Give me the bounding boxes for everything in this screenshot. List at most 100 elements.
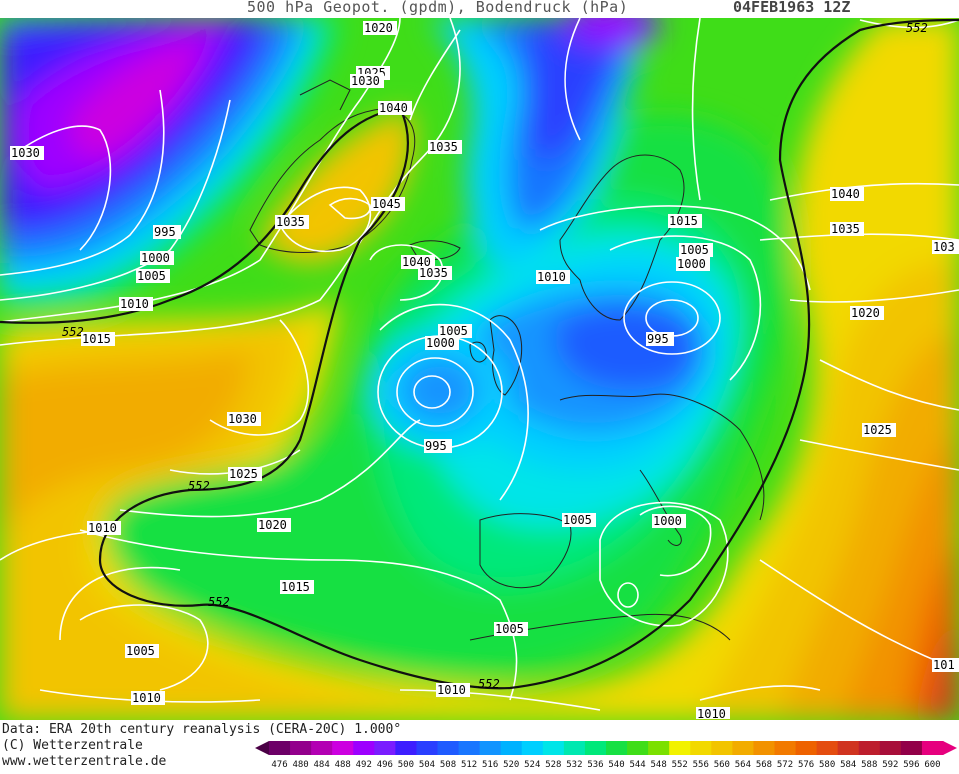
svg-text:1010: 1010 [88, 521, 117, 535]
isobar-label: 1005 [125, 644, 159, 658]
svg-text:1000: 1000 [426, 336, 455, 350]
isobar-label: 1040 [401, 255, 435, 269]
isobar-label: 1005 [494, 622, 528, 636]
scale-tick-label: 536 [587, 760, 603, 770]
svg-text:1020: 1020 [851, 306, 880, 320]
svg-text:1005: 1005 [563, 513, 592, 527]
svg-text:1015: 1015 [82, 332, 111, 346]
isobar-label: 1040 [378, 101, 412, 115]
scale-tick-label: 556 [693, 760, 709, 770]
scale-tick-label: 576 [798, 760, 814, 770]
isobar-label: 995 [424, 439, 452, 453]
svg-text:1030: 1030 [228, 412, 257, 426]
isobar-label: 1005 [136, 269, 170, 283]
scale-swatch [816, 741, 839, 755]
svg-text:995: 995 [154, 225, 176, 239]
website-url: www.wetterzentrale.de [2, 754, 167, 769]
isobar-label: 1010 [536, 270, 570, 284]
isobar-label: 1000 [676, 257, 710, 271]
contour-552 [0, 18, 959, 690]
scale-tick-label: 600 [924, 760, 940, 770]
color-scale-legend: 476 480 484 488 492 496 500 504 508 512 516 520 524 5… [255, 740, 959, 770]
contour-552-label: 552 [208, 595, 230, 609]
isobar-label: 1005 [438, 324, 472, 338]
scale-swatch [269, 741, 291, 755]
svg-text:1005: 1005 [680, 243, 709, 257]
scale-tick-label: 560 [714, 760, 730, 770]
isobar-label: 1030 [227, 412, 261, 426]
scale-arrow-left [255, 741, 269, 755]
svg-text:1040: 1040 [831, 187, 860, 201]
contour-552-label: 552 [906, 21, 928, 35]
scale-tick-label: 596 [903, 760, 919, 770]
geopotential-field [0, 18, 959, 720]
svg-text:1025: 1025 [229, 467, 258, 481]
isobar-label: 1035 [428, 140, 462, 154]
isobar-label: 1040 [830, 187, 864, 201]
isobar-label: 1035 [418, 266, 452, 280]
scale-tick-label: 572 [777, 760, 793, 770]
scale-tick-label: 548 [651, 760, 667, 770]
svg-text:1000: 1000 [653, 514, 682, 528]
scale-swatch [669, 741, 691, 755]
isobar-label: 1025 [862, 423, 896, 437]
scale-tick-label: 544 [629, 760, 645, 770]
isobar-label: 1010 [87, 521, 121, 535]
isobar-label: 995 [153, 225, 181, 239]
svg-text:1035: 1035 [419, 266, 448, 280]
isobar-label: 1035 [275, 215, 309, 229]
data-source: Data: ERA 20th century reanalysis (CERA-… [2, 722, 402, 737]
svg-text:1045: 1045 [372, 197, 401, 211]
svg-text:1010: 1010 [120, 297, 149, 311]
svg-text:1010: 1010 [697, 707, 726, 720]
svg-text:1005: 1005 [439, 324, 468, 338]
svg-text:1010: 1010 [437, 683, 466, 697]
isobar-label: 1010 [131, 691, 165, 705]
contour-552-label: 552 [478, 677, 500, 691]
isobar-label: 1015 [668, 214, 702, 228]
scale-swatch [395, 741, 417, 755]
scale-swatch [606, 741, 628, 755]
scale-tick-label: 508 [440, 760, 456, 770]
scale-tick-label: 488 [335, 760, 351, 770]
svg-text:103: 103 [933, 240, 955, 254]
scale-swatch [753, 741, 775, 755]
scale-tick-label: 580 [819, 760, 835, 770]
scale-tick-label: 532 [566, 760, 582, 770]
isobar-label: 1015 [81, 332, 115, 346]
svg-text:1020: 1020 [258, 518, 287, 532]
weather-map: 552 552 552 552 552 1020 1025 1030 1040 … [0, 18, 959, 720]
isobar-label: 1010 [696, 707, 730, 720]
scale-swatch [479, 741, 502, 755]
scale-tick-label: 516 [482, 760, 498, 770]
scale-swatch [437, 741, 460, 755]
map-title: 500 hPa Geopot. (gpdm), Bodendruck (hPa) [247, 0, 629, 16]
svg-text:1040: 1040 [379, 101, 408, 115]
svg-text:1040: 1040 [402, 255, 431, 269]
svg-text:1000: 1000 [141, 251, 170, 265]
scale-swatch [458, 741, 481, 755]
svg-text:1030: 1030 [11, 146, 40, 160]
scale-tick-label: 592 [882, 760, 898, 770]
svg-text:1030: 1030 [351, 74, 380, 88]
scale-tick-label: 524 [524, 760, 540, 770]
scale-swatch [921, 741, 944, 755]
scale-tick-label: 528 [545, 760, 561, 770]
scale-tick-label: 540 [608, 760, 624, 770]
scale-tick-label: 480 [292, 760, 308, 770]
scale-tick-label: 520 [503, 760, 519, 770]
isobar-label: 1045 [371, 197, 405, 211]
contour-552-labels: 552 552 552 552 552 [62, 21, 928, 691]
scale-swatch [690, 741, 712, 755]
scale-swatch [332, 741, 354, 755]
map-date: 04FEB1963 12Z [733, 0, 851, 16]
scale-tick-label: 568 [756, 760, 772, 770]
scale-swatch [521, 741, 544, 755]
scale-swatch [627, 741, 649, 755]
scale-tick-label: 476 [271, 760, 287, 770]
scale-tick-label: 504 [419, 760, 435, 770]
svg-text:1020: 1020 [364, 21, 393, 35]
contour-552-label: 552 [188, 479, 210, 493]
scale-swatch [311, 741, 333, 755]
svg-text:995: 995 [647, 332, 669, 346]
